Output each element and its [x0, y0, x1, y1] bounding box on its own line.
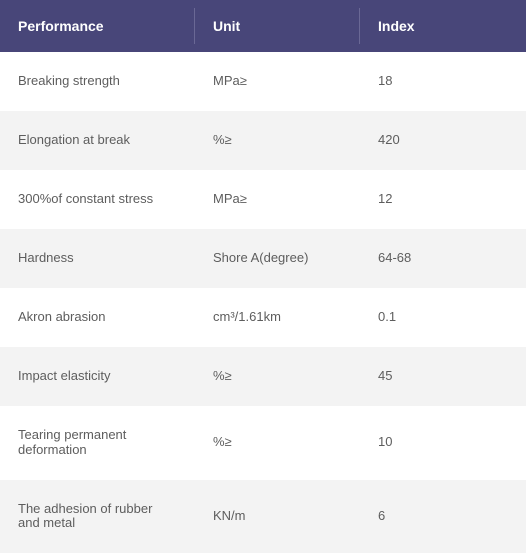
cell-unit: KN/m: [195, 480, 360, 553]
cell-index: 6: [360, 480, 526, 553]
cell-performance: The adhesion of rubber and metal: [0, 480, 195, 553]
cell-unit: %≥: [195, 111, 360, 170]
table-row: Akron abrasion cm³/1.61km 0.1: [0, 288, 526, 347]
col-header-unit: Unit: [195, 0, 360, 52]
cell-unit: MPa≥: [195, 52, 360, 111]
cell-performance: 300%of constant stress: [0, 170, 195, 229]
spec-table: Performance Unit Index Breaking strength…: [0, 0, 526, 553]
cell-index: 0.1: [360, 288, 526, 347]
table-body: Breaking strength MPa≥ 18 Elongation at …: [0, 52, 526, 553]
cell-index: 18: [360, 52, 526, 111]
table-row: Impact elasticity %≥ 45: [0, 347, 526, 406]
cell-index: 420: [360, 111, 526, 170]
col-header-index: Index: [360, 0, 526, 52]
cell-unit: %≥: [195, 347, 360, 406]
table-header-row: Performance Unit Index: [0, 0, 526, 52]
cell-index: 10: [360, 406, 526, 480]
col-header-label: Unit: [213, 18, 240, 34]
cell-unit: cm³/1.61km: [195, 288, 360, 347]
col-header-label: Index: [378, 18, 415, 34]
cell-performance: Impact elasticity: [0, 347, 195, 406]
cell-performance: Breaking strength: [0, 52, 195, 111]
table-row: Tearing permanent deformation %≥ 10: [0, 406, 526, 480]
cell-index: 12: [360, 170, 526, 229]
cell-unit: Shore A(degree): [195, 229, 360, 288]
cell-performance: Tearing permanent deformation: [0, 406, 195, 480]
table-row: Breaking strength MPa≥ 18: [0, 52, 526, 111]
col-header-label: Performance: [18, 18, 104, 34]
table-row: The adhesion of rubber and metal KN/m 6: [0, 480, 526, 553]
table-row: 300%of constant stress MPa≥ 12: [0, 170, 526, 229]
cell-index: 64-68: [360, 229, 526, 288]
cell-performance: Akron abrasion: [0, 288, 195, 347]
cell-performance: Hardness: [0, 229, 195, 288]
col-header-performance: Performance: [0, 0, 195, 52]
table-row: Hardness Shore A(degree) 64-68: [0, 229, 526, 288]
cell-performance: Elongation at break: [0, 111, 195, 170]
cell-unit: %≥: [195, 406, 360, 480]
cell-unit: MPa≥: [195, 170, 360, 229]
table-row: Elongation at break %≥ 420: [0, 111, 526, 170]
cell-index: 45: [360, 347, 526, 406]
